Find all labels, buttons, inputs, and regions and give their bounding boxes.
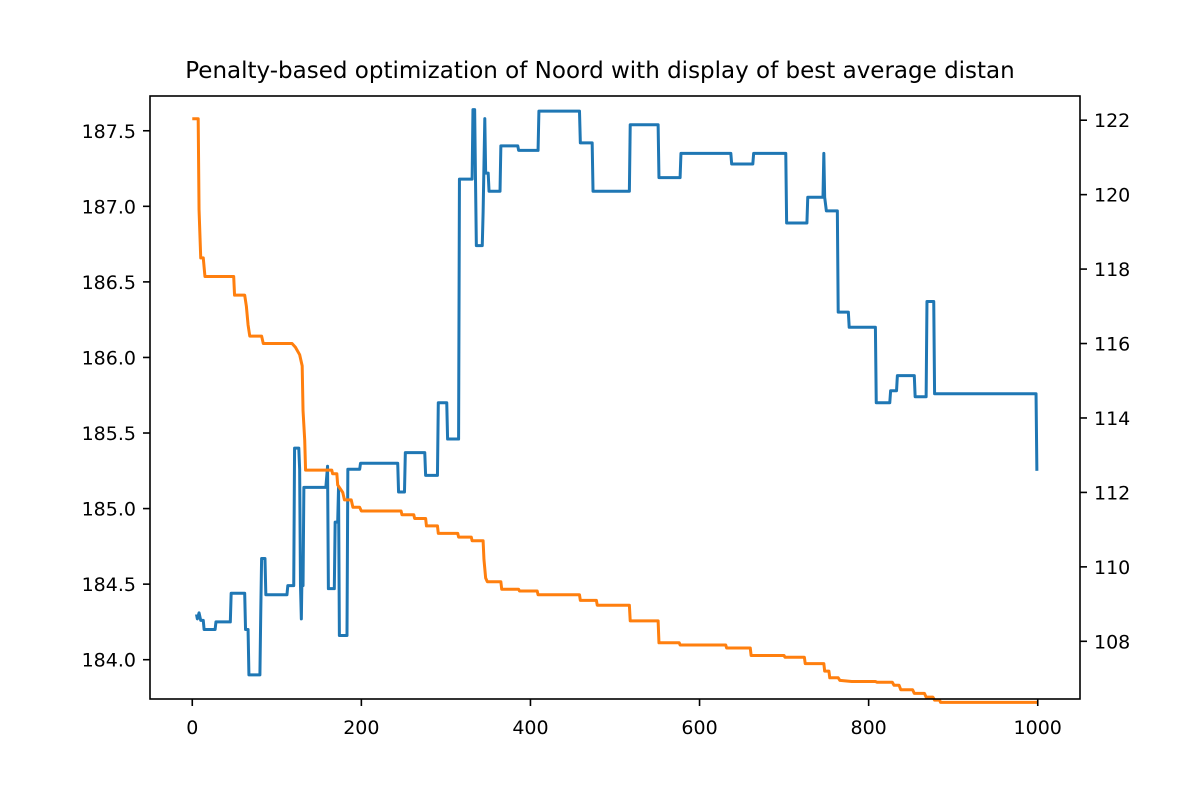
y-left-tick-label: 187.0 bbox=[82, 196, 136, 218]
chart-title: Penalty-based optimization of Noord with… bbox=[185, 58, 1014, 84]
y-left-tick-label: 184.0 bbox=[82, 650, 136, 672]
x-tick-label: 400 bbox=[512, 717, 548, 739]
y-right-tick-label: 116 bbox=[1094, 334, 1130, 356]
y-right-tick-label: 118 bbox=[1094, 259, 1130, 281]
series-layer bbox=[192, 108, 1039, 704]
series-line-left-axis bbox=[195, 108, 1039, 677]
y-left-tick-label: 186.5 bbox=[82, 272, 136, 294]
y-right-tick-label: 110 bbox=[1094, 557, 1130, 579]
y-left-tick-label: 185.5 bbox=[82, 423, 136, 445]
x-tick-label: 800 bbox=[851, 717, 887, 739]
y-right-tick-label: 112 bbox=[1094, 482, 1130, 504]
y-right-tick-label: 108 bbox=[1094, 631, 1130, 653]
y-axis-right: 108 110 112 114 116 118 120 122 bbox=[1080, 110, 1130, 653]
y-right-tick-label: 120 bbox=[1094, 185, 1130, 207]
y-right-tick-label: 114 bbox=[1094, 408, 1130, 430]
series-line-right-axis bbox=[192, 117, 1038, 704]
x-tick-label: 1000 bbox=[1014, 717, 1062, 739]
y-right-tick-label: 122 bbox=[1094, 110, 1130, 132]
y-left-tick-label: 184.5 bbox=[82, 574, 136, 596]
x-tick-label: 600 bbox=[681, 717, 717, 739]
y-axis-left: 184.0 184.5 185.0 185.5 186.0 186.5 187.0 187.5 bbox=[82, 121, 150, 672]
x-axis: 0 200 400 600 800 1000 bbox=[186, 699, 1062, 739]
y-left-tick-label: 187.5 bbox=[82, 121, 136, 143]
x-tick-label: 0 bbox=[186, 717, 198, 739]
y-left-tick-label: 185.0 bbox=[82, 499, 136, 521]
x-tick-label: 200 bbox=[343, 717, 379, 739]
plot-frame bbox=[149, 95, 1081, 700]
y-left-tick-label: 186.0 bbox=[82, 347, 136, 369]
